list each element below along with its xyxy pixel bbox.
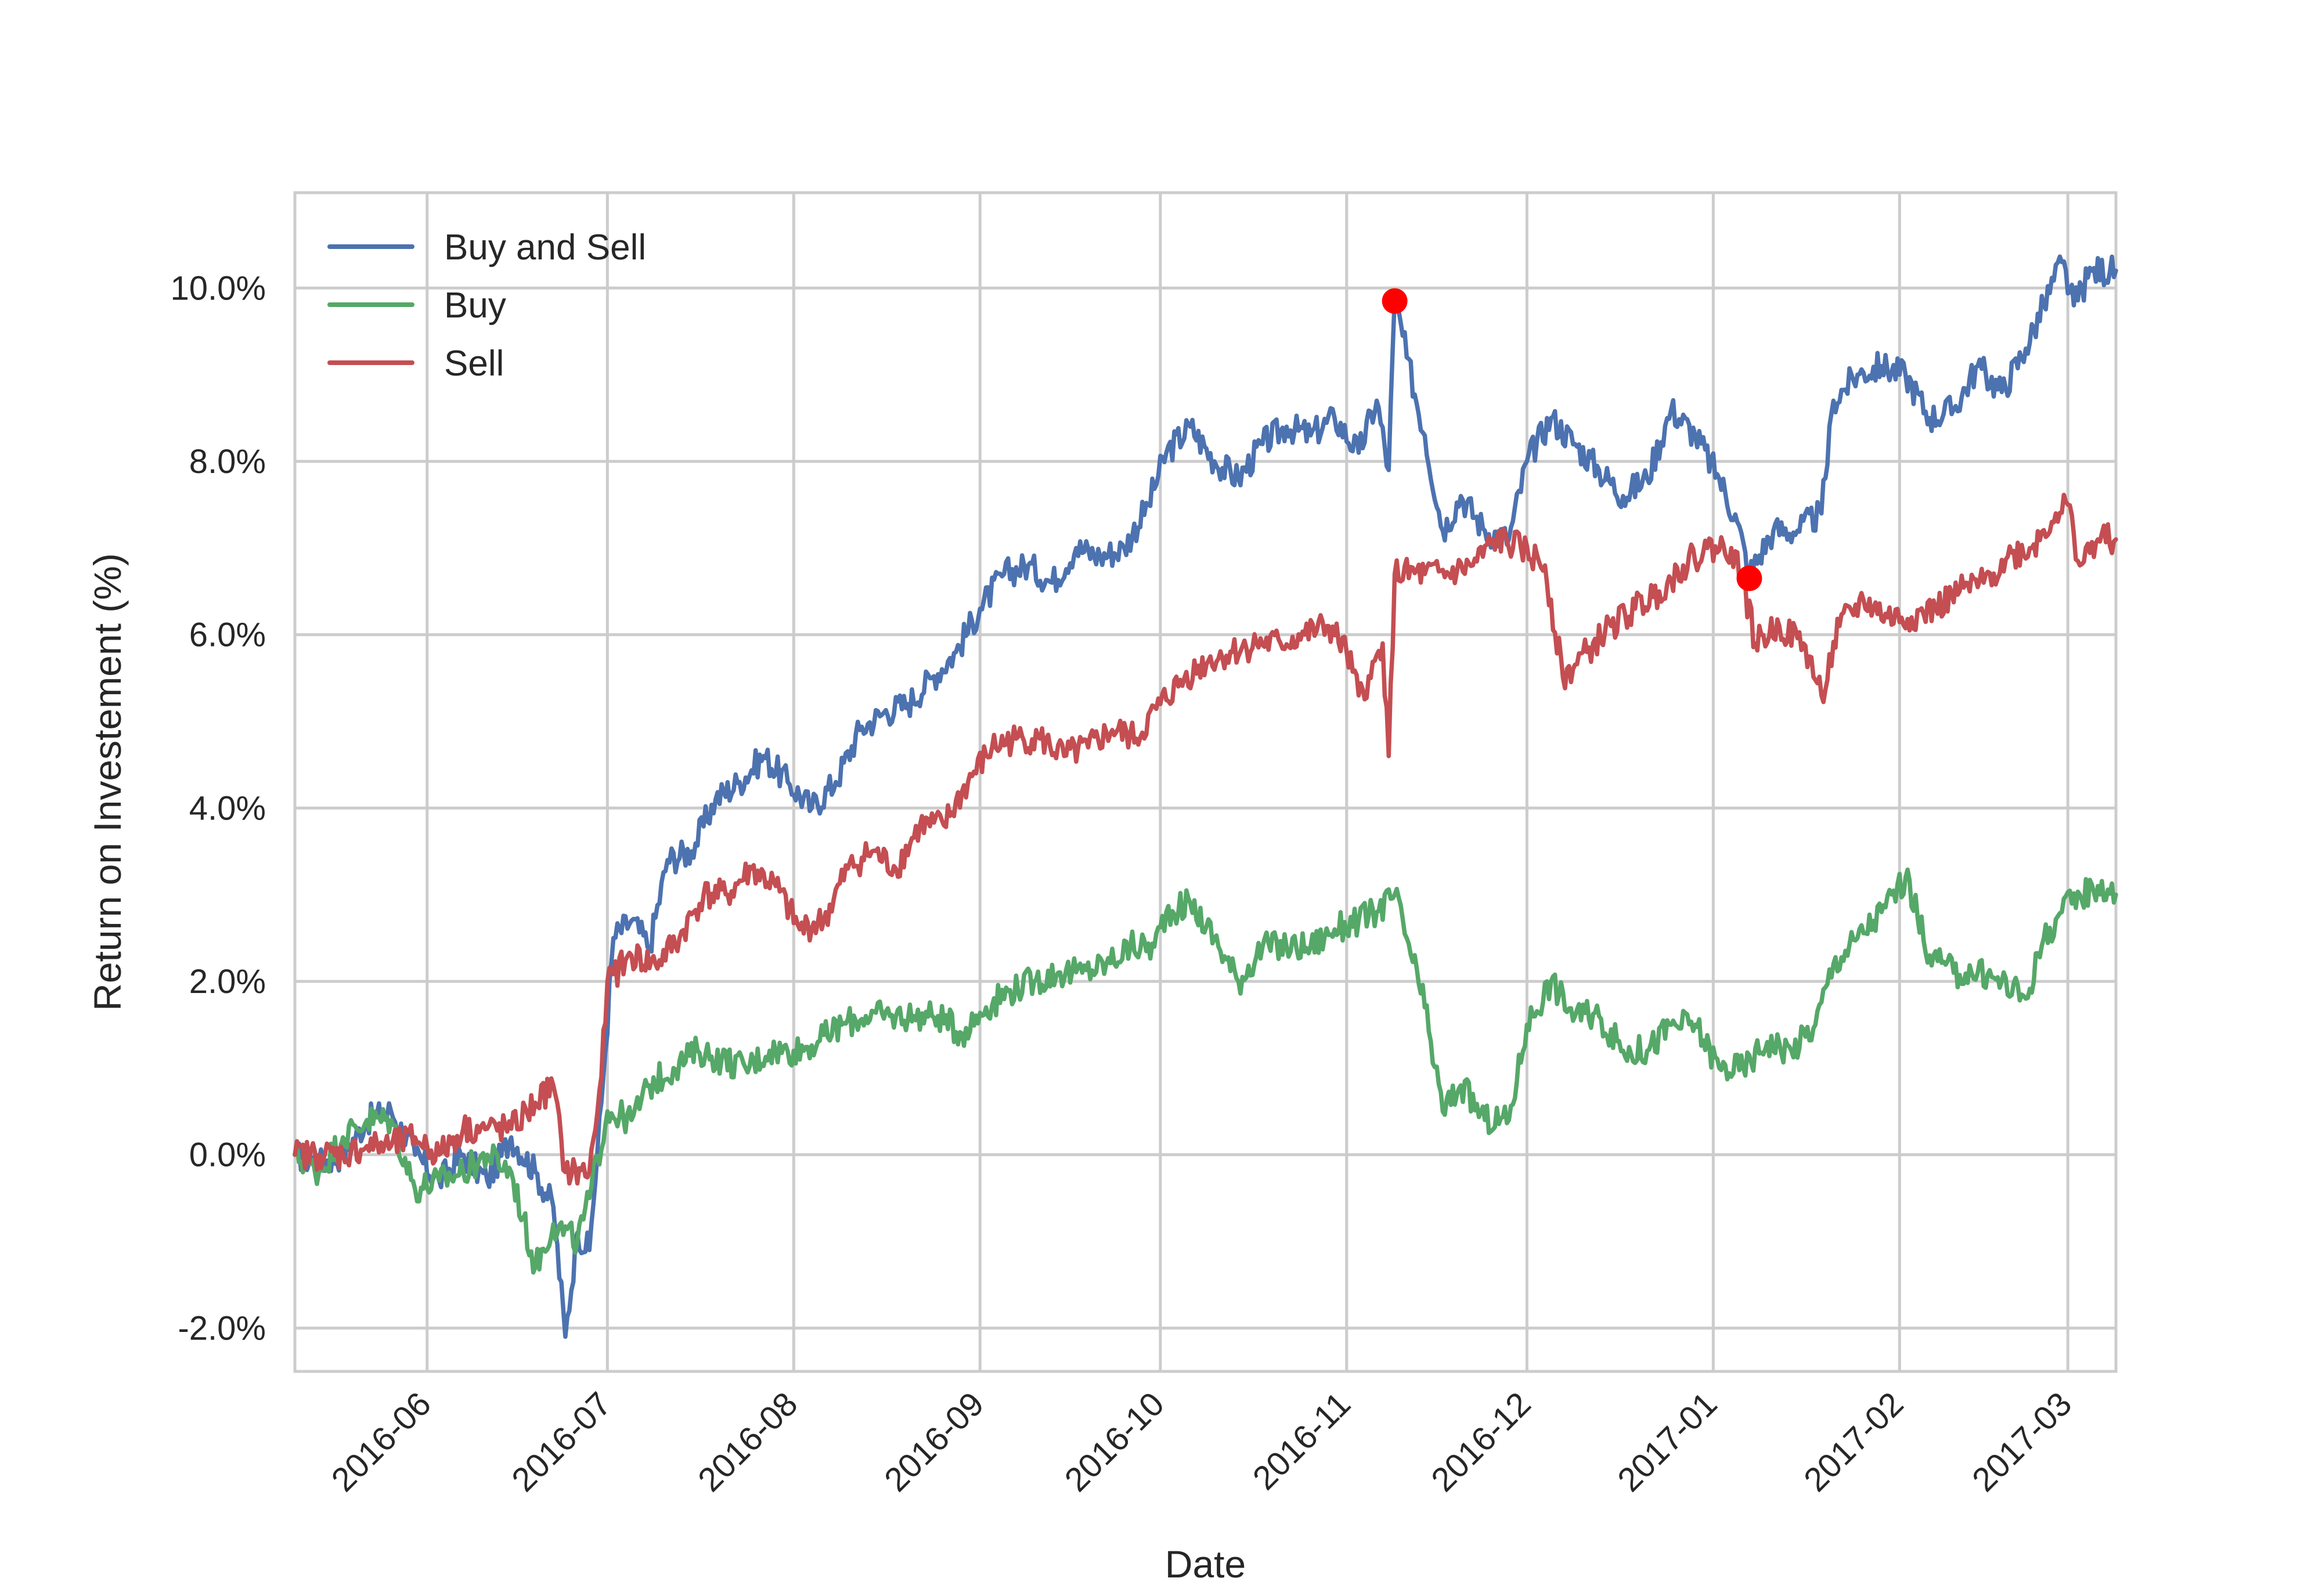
x-tick-label: 2016-08 <box>691 1385 805 1498</box>
y-tick-labels: -2.0% 0.0% 2.0% 4.0% 6.0% 8.0% 10.0% <box>171 269 266 1347</box>
x-tick-label: 2016-12 <box>1424 1385 1538 1498</box>
series-lines <box>293 254 2118 1339</box>
highlight-markers <box>1382 288 1762 591</box>
y-axis-label: Return on Investement (%) <box>86 553 129 1011</box>
plot-frame <box>293 191 2118 1373</box>
y-tick-label: 6.0% <box>189 616 266 654</box>
legend-label: Sell <box>444 344 504 384</box>
x-tick-label: 2017-03 <box>1965 1385 2079 1498</box>
x-tick-label: 2016-09 <box>877 1385 991 1498</box>
x-tick-label: 2016-07 <box>504 1385 618 1498</box>
x-tick-label: 2017-01 <box>1610 1385 1724 1498</box>
y-tick-label: 8.0% <box>189 443 266 481</box>
series-line-buy-and-sell <box>293 254 2118 1339</box>
x-tick-label: 2017-02 <box>1797 1385 1910 1498</box>
x-tick-label: 2016-10 <box>1058 1385 1171 1498</box>
series-line-buy <box>293 867 2118 1275</box>
y-tick-label: 0.0% <box>189 1136 266 1174</box>
y-tick-label: -2.0% <box>178 1309 266 1347</box>
highlight-marker <box>1736 565 1762 591</box>
x-axis-label: Date <box>1165 1543 1246 1586</box>
legend: Buy and Sell Buy Sell <box>327 228 646 384</box>
series-line-sell <box>293 492 2118 1186</box>
grid <box>295 193 2116 1371</box>
legend-label: Buy <box>444 286 506 326</box>
y-tick-label: 10.0% <box>171 269 266 307</box>
x-tick-label: 2016-06 <box>324 1385 438 1498</box>
highlight-marker <box>1382 288 1408 314</box>
x-tick-label: 2016-11 <box>1246 1385 1358 1497</box>
y-tick-label: 2.0% <box>189 963 266 1001</box>
legend-label: Buy and Sell <box>444 228 646 268</box>
x-tick-labels: 2016-06 2016-07 2016-08 2016-09 2016-10 2016-… <box>324 1385 2079 1498</box>
y-tick-label: 4.0% <box>189 789 266 827</box>
